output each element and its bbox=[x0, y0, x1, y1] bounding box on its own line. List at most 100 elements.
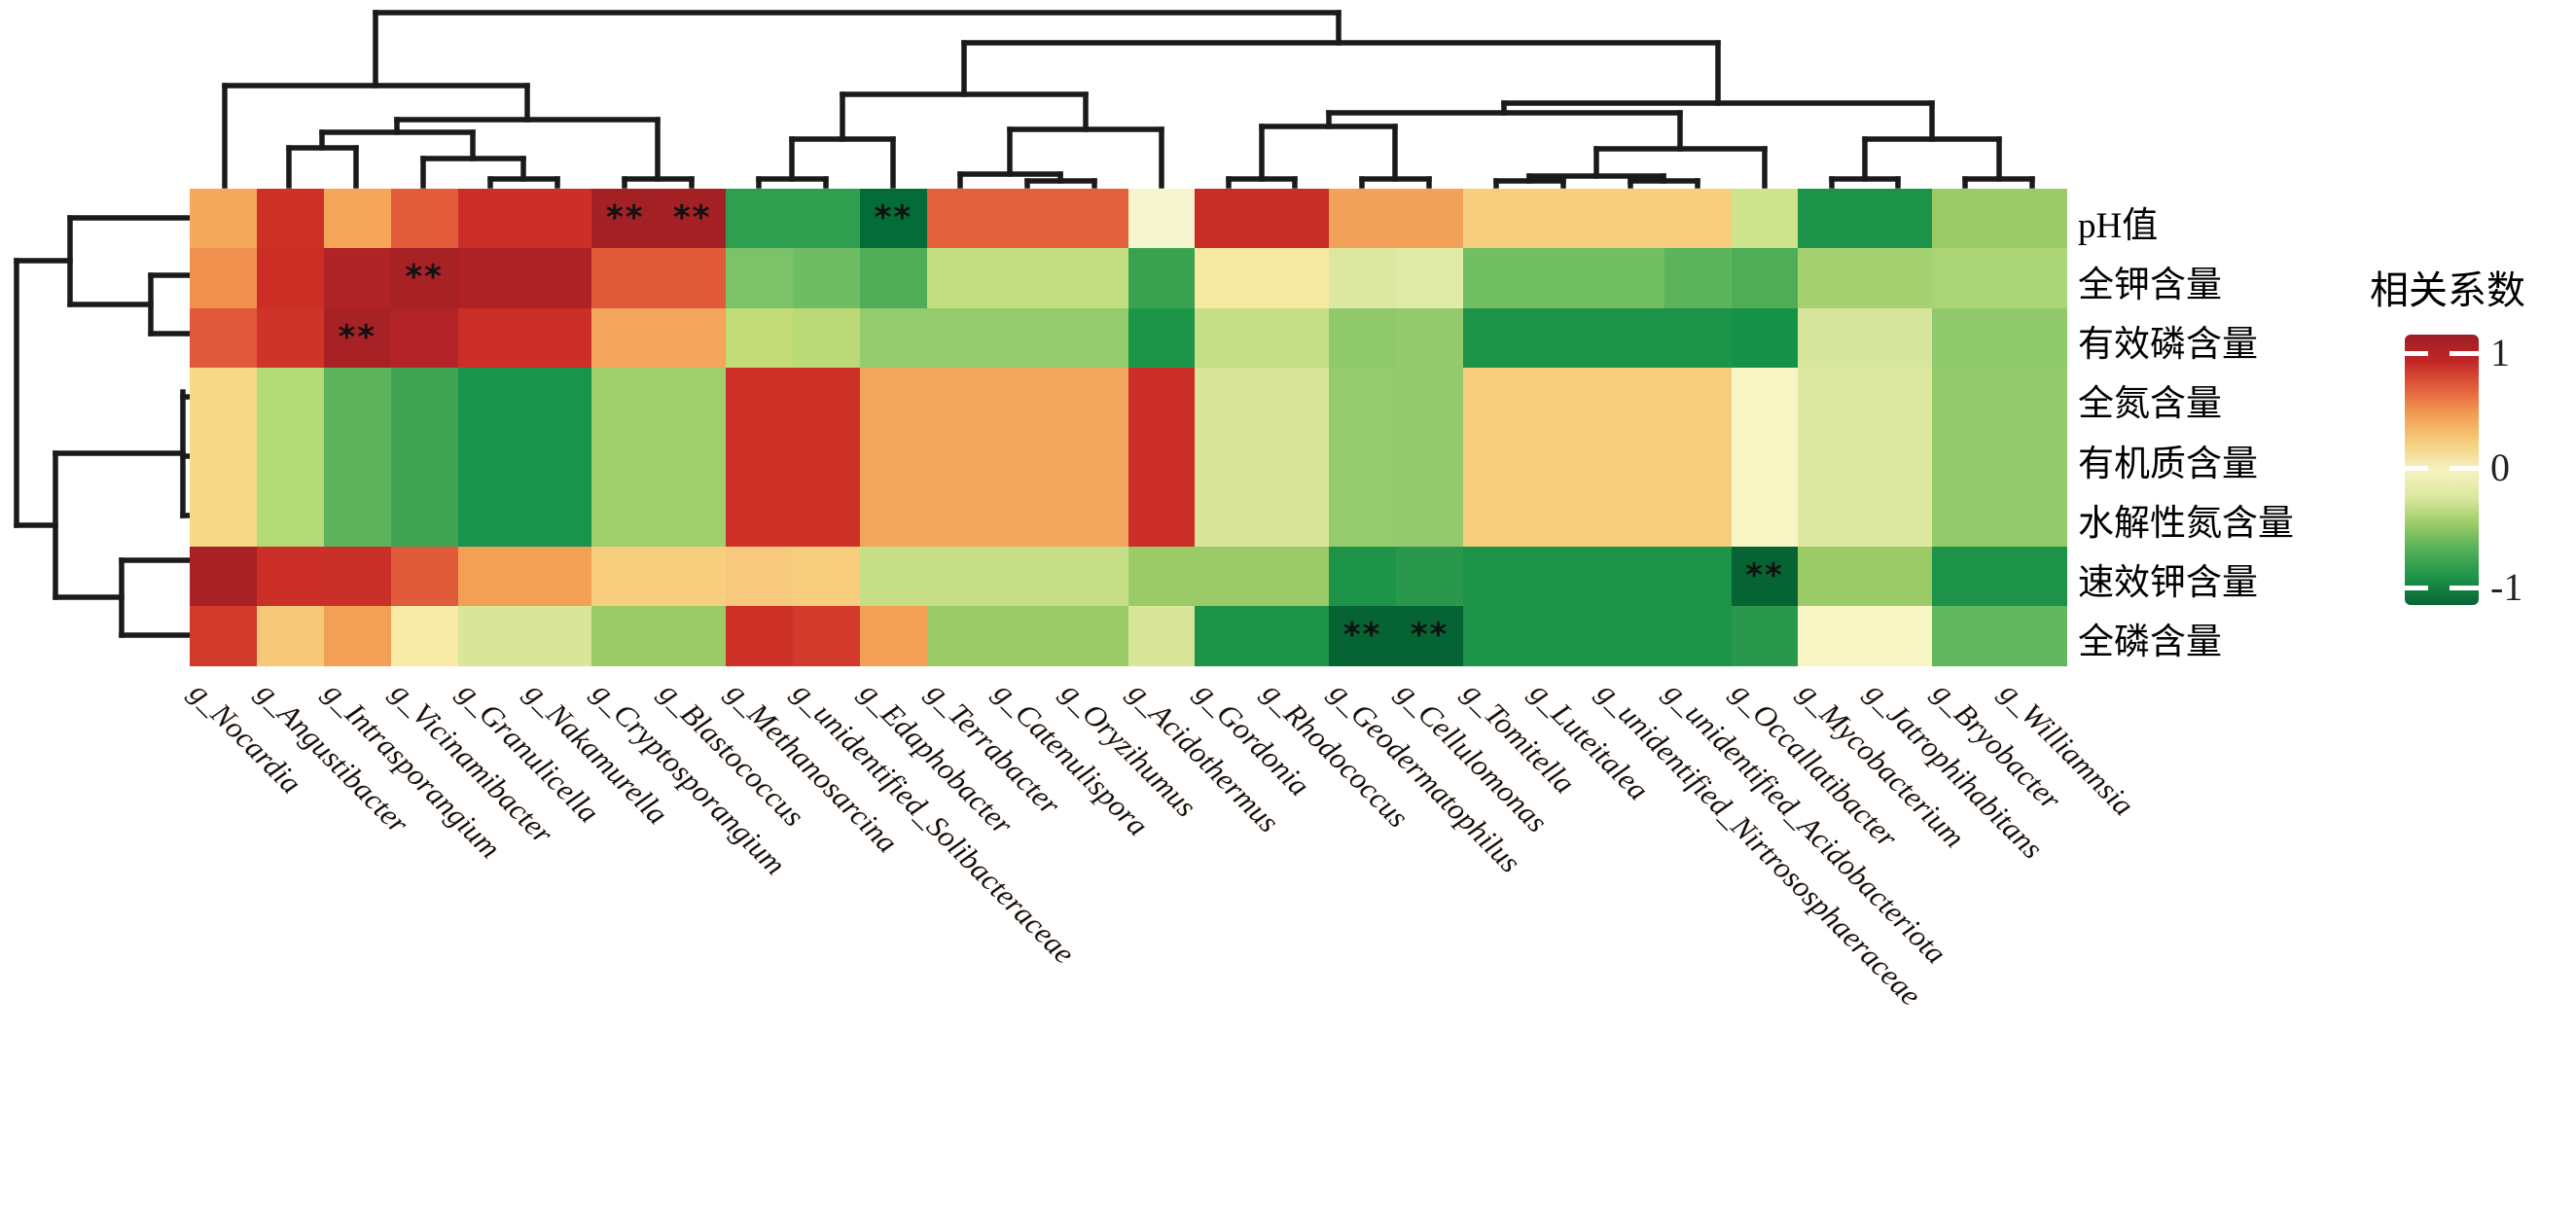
heatmap-cell bbox=[1999, 307, 2067, 369]
heatmap-cell bbox=[1462, 367, 1531, 428]
legend-tick-dash bbox=[2450, 466, 2479, 471]
heatmap-cell bbox=[1731, 605, 1800, 666]
heatmap-cell bbox=[793, 189, 861, 250]
heatmap-cell bbox=[793, 427, 861, 488]
legend-tick-label: -1 bbox=[2490, 565, 2523, 609]
column-dendrogram bbox=[222, 10, 2035, 189]
heatmap-cell bbox=[1664, 427, 1733, 488]
heatmap-cell bbox=[993, 189, 1062, 250]
heatmap-cell bbox=[1999, 486, 2067, 548]
heatmap-cell bbox=[524, 427, 593, 488]
heatmap-cell bbox=[993, 546, 1062, 607]
heatmap-cell bbox=[323, 546, 392, 607]
heatmap-cell bbox=[1195, 427, 1264, 488]
heatmap-cell bbox=[1798, 248, 1867, 309]
heatmap-cell bbox=[190, 486, 258, 548]
heatmap-cell bbox=[1195, 486, 1264, 548]
heatmap-cell bbox=[1798, 367, 1867, 428]
heatmap-cell bbox=[993, 486, 1062, 548]
heatmap-cell bbox=[1596, 546, 1665, 607]
heatmap-cell bbox=[659, 307, 728, 369]
heatmap-cell bbox=[926, 427, 995, 488]
heatmap-cell bbox=[926, 605, 995, 666]
heatmap-cell bbox=[1396, 367, 1464, 428]
heatmap-cell bbox=[1462, 307, 1531, 369]
heatmap-cell bbox=[256, 427, 325, 488]
heatmap-cell bbox=[1664, 546, 1733, 607]
heatmap-cell bbox=[1060, 605, 1129, 666]
heatmap-cell bbox=[457, 189, 526, 250]
heatmap-cell bbox=[1396, 248, 1464, 309]
row-label: 水解性氮含量 bbox=[2078, 503, 2294, 544]
heatmap-cell bbox=[1664, 486, 1733, 548]
heatmap-cell bbox=[793, 486, 861, 548]
heatmap-cell bbox=[1262, 367, 1331, 428]
heatmap-cell bbox=[1127, 486, 1197, 548]
heatmap-cell bbox=[1127, 546, 1197, 607]
heatmap-cell bbox=[1529, 189, 1598, 250]
heatmap-cell bbox=[859, 307, 928, 369]
heatmap-cell bbox=[859, 189, 928, 250]
heatmap-cell bbox=[1798, 605, 1867, 666]
heatmap-cell bbox=[793, 248, 861, 309]
significance-stars: ** bbox=[1745, 555, 1784, 595]
heatmap-cell bbox=[1329, 605, 1398, 666]
heatmap-cell bbox=[1731, 546, 1800, 607]
heatmap-cell bbox=[859, 486, 928, 548]
heatmap-cell bbox=[659, 248, 728, 309]
heatmap-cell bbox=[524, 367, 593, 428]
row-label: 有机质含量 bbox=[2078, 444, 2258, 484]
heatmap-cell bbox=[859, 367, 928, 428]
heatmap-cell bbox=[256, 307, 325, 369]
heatmap-cell bbox=[457, 307, 526, 369]
heatmap-cell bbox=[1529, 546, 1598, 607]
heatmap-cell bbox=[1396, 546, 1464, 607]
heatmap-cell bbox=[591, 486, 661, 548]
heatmap-cell bbox=[1999, 189, 2067, 250]
heatmap-cell bbox=[1396, 486, 1464, 548]
heatmap-cell bbox=[1596, 486, 1665, 548]
heatmap-cell bbox=[591, 367, 661, 428]
heatmap-cell bbox=[859, 427, 928, 488]
heatmap-cell bbox=[1664, 248, 1733, 309]
heatmap-cell bbox=[1865, 427, 1934, 488]
heatmap-cell bbox=[323, 307, 392, 369]
heatmap-cell bbox=[1060, 307, 1129, 369]
heatmap-cell bbox=[726, 248, 795, 309]
heatmap-cell bbox=[1731, 427, 1800, 488]
heatmap-cell bbox=[390, 546, 459, 607]
heatmap-cell bbox=[1195, 307, 1264, 369]
heatmap-cell bbox=[1127, 427, 1197, 488]
heatmap-cell bbox=[591, 605, 661, 666]
heatmap-cell bbox=[1596, 367, 1665, 428]
heatmap-cell bbox=[1396, 307, 1464, 369]
heatmap-cell bbox=[591, 189, 661, 250]
heatmap-cell bbox=[1731, 248, 1800, 309]
legend-tick-dash bbox=[2450, 351, 2479, 356]
significance-stars: ** bbox=[606, 198, 645, 237]
heatmap-cell bbox=[591, 427, 661, 488]
heatmap-cell bbox=[1329, 189, 1398, 250]
heatmap-cell bbox=[323, 189, 392, 250]
heatmap-cell bbox=[1529, 605, 1598, 666]
heatmap-cell bbox=[1262, 605, 1331, 666]
heatmap-cell bbox=[993, 427, 1062, 488]
heatmap-cell bbox=[1462, 605, 1531, 666]
heatmap-cell bbox=[1596, 605, 1665, 666]
heatmap-cell bbox=[659, 546, 728, 607]
heatmap-cell bbox=[1396, 189, 1464, 250]
heatmap-cell bbox=[1596, 307, 1665, 369]
heatmap-cell bbox=[793, 367, 861, 428]
heatmap-cell bbox=[1195, 546, 1264, 607]
heatmap-cell bbox=[1932, 427, 2001, 488]
heatmap-cell bbox=[926, 189, 995, 250]
heatmap-cell bbox=[1262, 486, 1331, 548]
heatmap-cell bbox=[1664, 307, 1733, 369]
legend-tick-dash bbox=[2405, 351, 2428, 356]
heatmap-cell bbox=[1529, 427, 1598, 488]
heatmap-cell bbox=[390, 189, 459, 250]
heatmap-cell bbox=[524, 605, 593, 666]
heatmap-cell bbox=[390, 486, 459, 548]
heatmap-cell bbox=[859, 248, 928, 309]
